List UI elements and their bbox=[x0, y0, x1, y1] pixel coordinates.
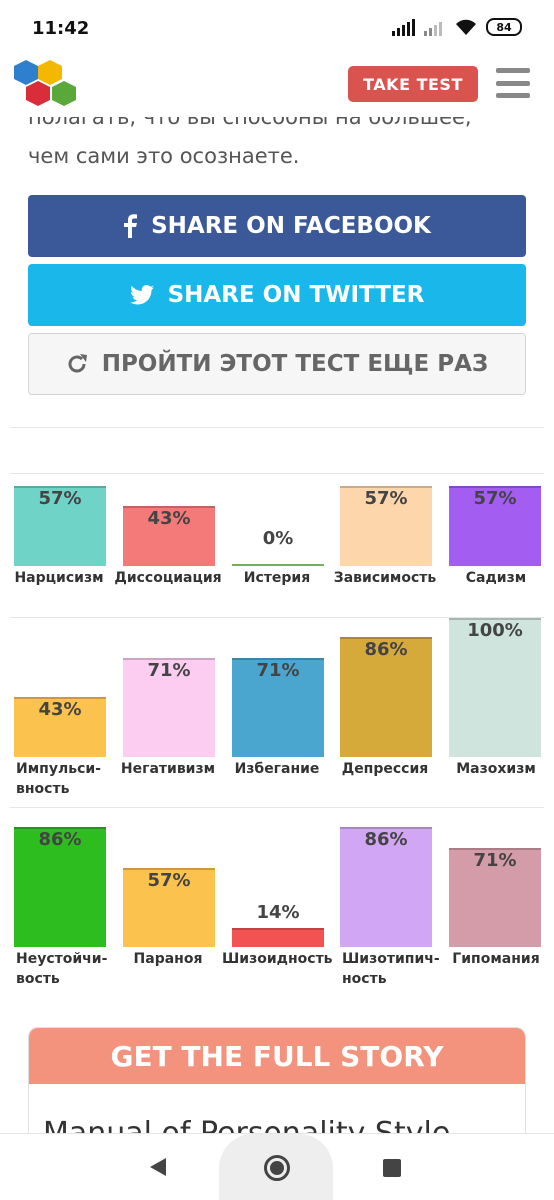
chart-bar bbox=[340, 637, 432, 757]
divider bbox=[10, 427, 544, 428]
chart-row-divider bbox=[10, 617, 544, 618]
chart-bar bbox=[14, 697, 106, 757]
facebook-icon bbox=[123, 214, 138, 238]
chart-category-label: Импульси- вность bbox=[16, 761, 101, 797]
chart-data-label: 86% bbox=[364, 829, 408, 851]
chart-category-label: Садизм bbox=[465, 570, 527, 586]
share-facebook-label: SHARE ON FACEBOOK bbox=[151, 213, 431, 239]
share-facebook-button[interactable]: SHARE ON FACEBOOK bbox=[28, 195, 526, 257]
retake-test-label: ПРОЙТИ ЭТОТ ТЕСТ ЕЩЕ РАЗ bbox=[101, 351, 489, 377]
intro-text: чем сами это осознаете. bbox=[28, 144, 300, 168]
chart-data-label: 0% bbox=[262, 528, 294, 549]
chart-category-label: Шизотипич- ность bbox=[342, 951, 440, 987]
chart-row-divider bbox=[10, 473, 544, 474]
chart-bar bbox=[232, 927, 324, 947]
chart-data-label: 71% bbox=[147, 660, 191, 682]
chart-category-label: Истерия bbox=[243, 570, 311, 586]
chart-bar bbox=[449, 848, 541, 947]
chart-data-label: 57% bbox=[38, 488, 82, 509]
chart-category-label: Мазохизм bbox=[456, 761, 536, 777]
wifi-icon bbox=[456, 19, 476, 35]
take-test-button[interactable]: TAKE TEST bbox=[348, 66, 478, 102]
battery-icon: 84 bbox=[486, 18, 522, 36]
chart-category-label: Гипомания bbox=[452, 951, 540, 967]
retake-test-button[interactable]: ПРОЙТИ ЭТОТ ТЕСТ ЕЩЕ РАЗ bbox=[28, 333, 526, 395]
chart-data-label: 100% bbox=[467, 620, 523, 641]
chart-category-label: Нарцисизм bbox=[14, 570, 104, 586]
chart-category-label: Негативизм bbox=[120, 761, 216, 777]
chart-data-label: 86% bbox=[38, 829, 82, 851]
chart-category-label: Шизоидность bbox=[222, 951, 333, 967]
chart-data-label: 14% bbox=[256, 901, 300, 923]
chart-data-label: 57% bbox=[147, 869, 191, 891]
recent-apps-icon[interactable] bbox=[383, 1159, 401, 1177]
navigation-bar bbox=[0, 1133, 554, 1200]
battery-level: 84 bbox=[496, 20, 512, 34]
chart-data-label: 57% bbox=[473, 488, 517, 509]
chart-bar bbox=[123, 505, 215, 566]
chart-category-label: Параноя bbox=[133, 951, 203, 967]
full-story-title[interactable]: GET THE FULL STORY bbox=[29, 1028, 525, 1084]
chart-category-label: Зависимость bbox=[333, 570, 437, 586]
intro-text-cut: полагать, что вы способны на большее, bbox=[28, 105, 472, 129]
back-icon[interactable] bbox=[150, 1158, 166, 1176]
chart-data-label: 71% bbox=[473, 850, 517, 872]
refresh-icon bbox=[66, 353, 88, 375]
chart-bar bbox=[340, 486, 432, 566]
chart-category-label: Депрессия bbox=[341, 761, 429, 777]
chart-bar bbox=[14, 486, 106, 566]
signal-secondary-icon bbox=[424, 22, 442, 36]
logo-icon[interactable] bbox=[12, 58, 80, 110]
chart-data-label: 57% bbox=[364, 488, 408, 509]
chart-category-label: Избегание bbox=[234, 761, 320, 777]
home-icon[interactable] bbox=[264, 1155, 290, 1181]
chart-bar bbox=[123, 867, 215, 947]
menu-icon[interactable] bbox=[496, 68, 530, 98]
full-story-card[interactable]: GET THE FULL STORY Manual of Personality… bbox=[28, 1027, 526, 1147]
chart-bar bbox=[14, 827, 106, 947]
chart-data-label: 86% bbox=[364, 639, 408, 661]
chart-category-label: Неустойчи- вость bbox=[16, 951, 108, 987]
personality-chart: 57% Нарцисизм 43% Диссоциация 0% Истерия 57% За… bbox=[10, 473, 544, 987]
chart-data-label: 43% bbox=[147, 507, 191, 529]
status-icons: 84 bbox=[392, 18, 522, 36]
chart-bar bbox=[232, 658, 324, 757]
chart-data-label: 71% bbox=[256, 660, 300, 682]
status-time: 11:42 bbox=[32, 18, 90, 39]
chart-bar bbox=[232, 564, 324, 566]
chart-bar bbox=[449, 618, 541, 757]
chart-bar bbox=[449, 486, 541, 566]
twitter-icon bbox=[129, 285, 154, 305]
chart-bar bbox=[340, 827, 432, 947]
chart-bar bbox=[123, 658, 215, 757]
share-twitter-label: SHARE ON TWITTER bbox=[167, 282, 425, 308]
chart-data-label: 43% bbox=[38, 699, 82, 721]
share-twitter-button[interactable]: SHARE ON TWITTER bbox=[28, 264, 526, 326]
status-bar: 11:42 84 bbox=[0, 0, 554, 56]
signal-icon bbox=[392, 19, 415, 36]
chart-row-divider bbox=[10, 807, 544, 808]
chart-category-label: Диссоциация bbox=[114, 570, 222, 586]
